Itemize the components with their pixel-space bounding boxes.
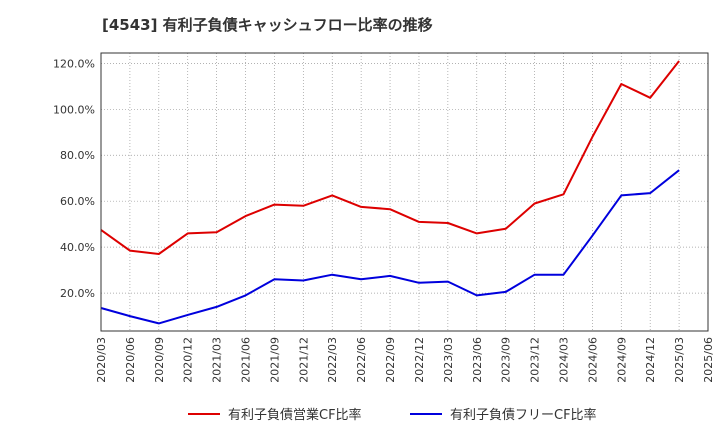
x-tick-label: 2020/12: [182, 337, 195, 383]
y-tick-label: 40.0%: [60, 241, 95, 254]
legend-label-2: 有利子負債フリーCF比率: [450, 407, 597, 423]
x-tick-label: 2024/06: [586, 337, 599, 383]
grid-lines: [100, 53, 709, 331]
series-layer: [100, 60, 680, 325]
y-tick-label: 100.0%: [53, 103, 95, 116]
x-tick-label: 2022/09: [384, 337, 397, 383]
x-tick-label: 2023/09: [500, 337, 513, 383]
x-tick-label: 2021/06: [240, 337, 253, 383]
x-tick-label: 2023/12: [529, 337, 542, 383]
x-tick-label: 2022/03: [326, 337, 339, 383]
x-tick-label: 2021/03: [211, 337, 224, 383]
y-tick-labels: 20.0% 40.0% 60.0% 80.0% 100.0% 120.0%: [53, 57, 95, 300]
y-tick-label: 60.0%: [60, 195, 95, 208]
series-line-2: [100, 169, 680, 325]
x-tick-label: 2020/09: [153, 337, 166, 383]
y-tick-label: 120.0%: [53, 57, 95, 70]
x-tick-label: 2024/12: [644, 337, 657, 383]
plot-frame: [100, 52, 709, 332]
x-tick-label: 2022/06: [355, 337, 368, 383]
x-tick-label: 2024/09: [615, 337, 628, 383]
x-tick-label: 2020/06: [124, 337, 137, 383]
x-tick-label: 2021/12: [297, 337, 310, 383]
series-line-1: [100, 60, 680, 255]
chart-title: [4543] 有利子負債キャッシュフロー比率の推移: [102, 16, 433, 34]
x-tick-label: 2021/09: [268, 337, 281, 383]
x-tick-label: 2025/06: [702, 337, 715, 383]
x-tick-labels: 2020/03 2020/06 2020/09 2020/12 2021/03 2021/…: [95, 337, 715, 383]
x-tick-label: 2023/06: [471, 337, 484, 383]
legend: 有利子負債営業CF比率 有利子負債フリーCF比率: [188, 407, 597, 423]
x-tick-label: 2023/03: [442, 337, 455, 383]
x-tick-label: 2024/03: [557, 337, 570, 383]
y-tick-label: 20.0%: [60, 287, 95, 300]
x-tick-label: 2022/12: [413, 337, 426, 383]
legend-label-1: 有利子負債営業CF比率: [228, 407, 362, 423]
y-tick-label: 80.0%: [60, 149, 95, 162]
x-tick-label: 2020/03: [95, 337, 108, 383]
x-tick-label: 2025/03: [673, 337, 686, 383]
